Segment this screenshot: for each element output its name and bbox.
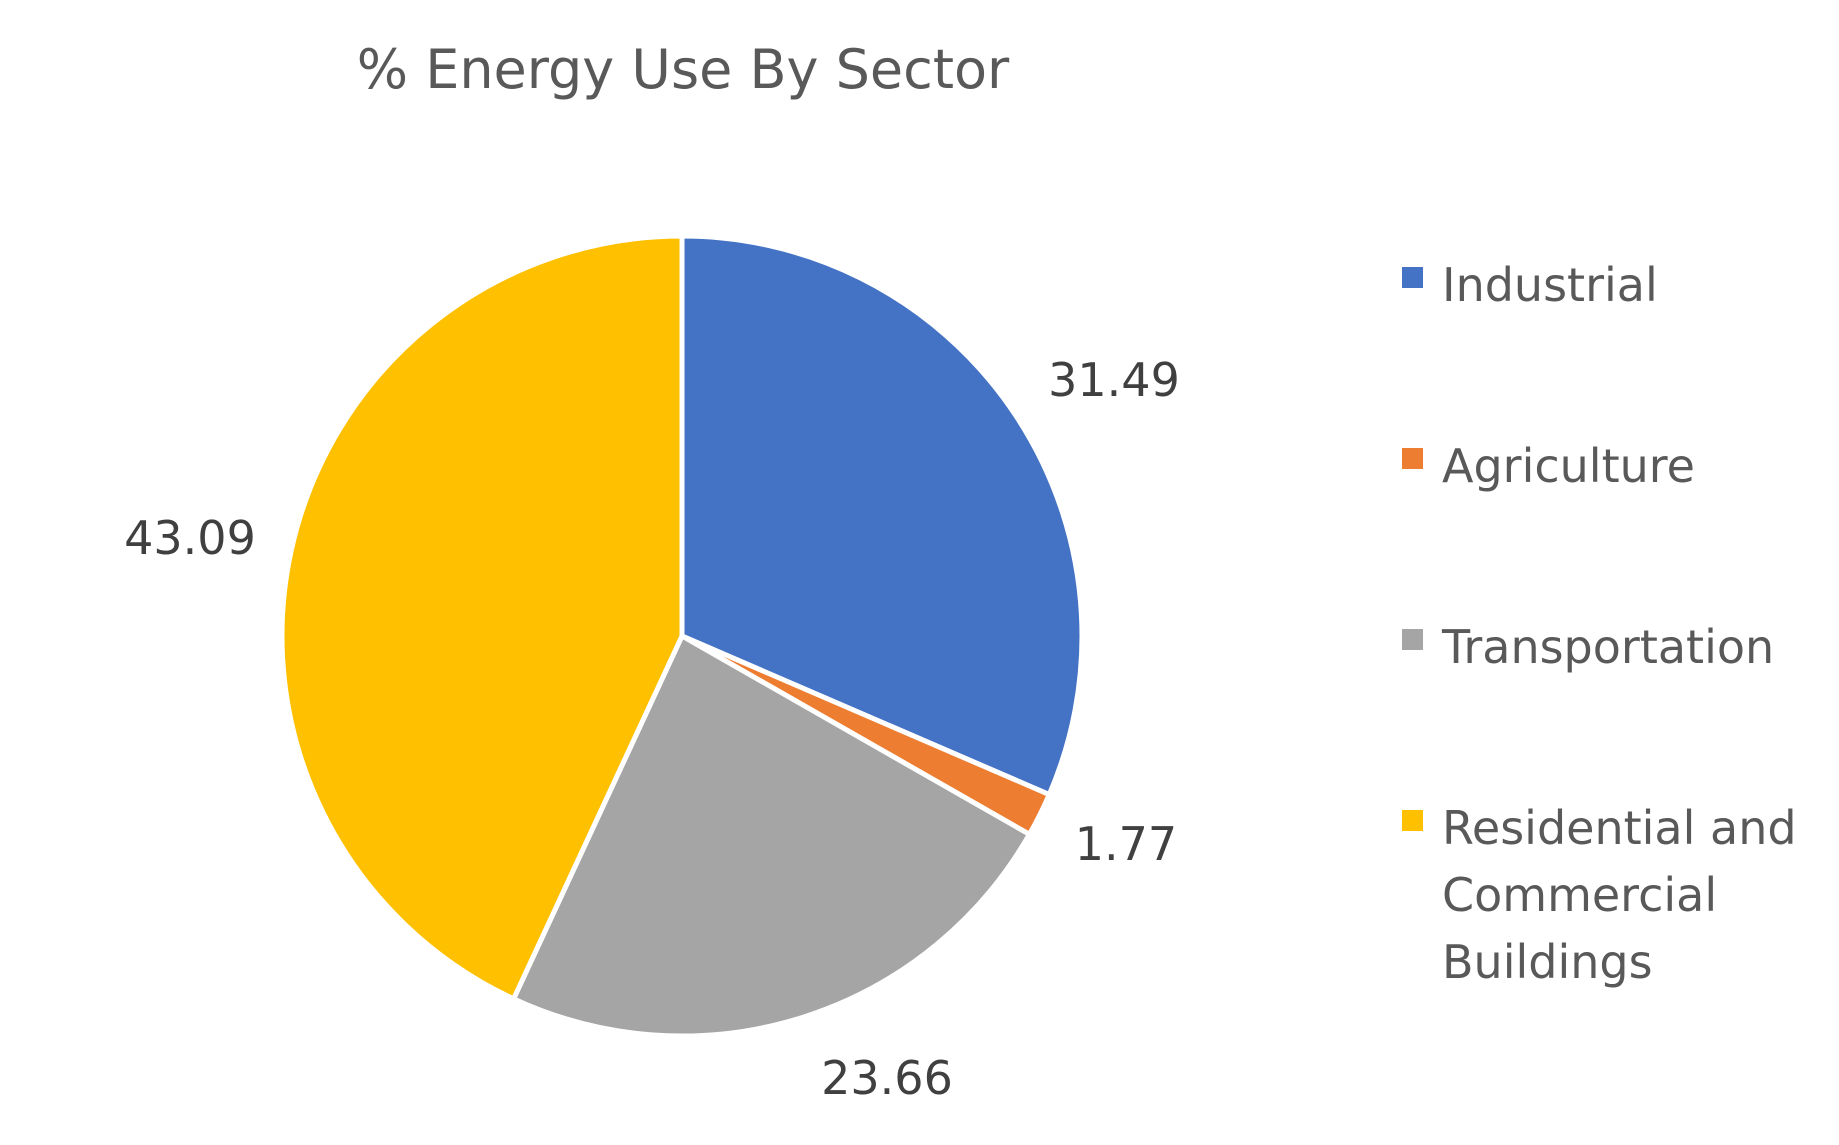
pie-slice-transportation: [511, 633, 1032, 1039]
pie-slice-residential-and-commercial-buildings: [279, 233, 685, 1002]
legend-swatch: [1402, 629, 1423, 650]
data-label-industrial: 31.49: [1048, 353, 1180, 407]
legend-label: Buildings: [1442, 935, 1653, 989]
legend-swatch: [1402, 267, 1423, 288]
legend-label: Industrial: [1442, 258, 1658, 312]
data-label-agriculture: 1.77: [1075, 817, 1177, 871]
legend: Industrial Agriculture Transportation Resid…: [1402, 258, 1797, 989]
legend-swatch: [1402, 448, 1423, 469]
pie-slice-industrial: [679, 233, 1085, 798]
legend-label: Commercial: [1442, 868, 1717, 922]
legend-label: Agriculture: [1442, 439, 1695, 493]
legend-item-industrial: Industrial: [1402, 258, 1658, 312]
pie-data-labels: 31.49 1.77 23.66 43.09: [124, 353, 1180, 1105]
data-label-residential-and-commercial-buildings: 43.09: [124, 511, 256, 565]
data-label-transportation: 23.66: [821, 1051, 953, 1105]
legend-label: Transportation: [1441, 620, 1774, 674]
legend-item-residential-and-commercial-buildings: Residential and Commercial Buildings: [1402, 801, 1797, 989]
legend-swatch: [1402, 810, 1423, 831]
legend-item-agriculture: Agriculture: [1402, 439, 1695, 493]
pie-slices: [279, 233, 1085, 1039]
legend-label: Residential and: [1442, 801, 1797, 855]
chart-title: % Energy Use By Sector: [357, 38, 1010, 101]
legend-item-transportation: Transportation: [1402, 620, 1774, 674]
